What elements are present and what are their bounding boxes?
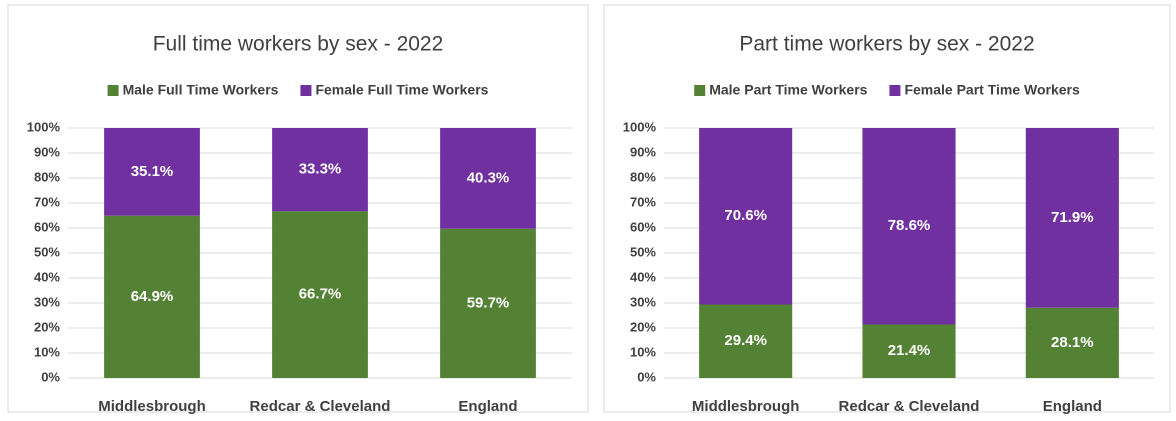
y-tick-label: 10% — [630, 344, 656, 359]
bar-segment — [440, 228, 536, 378]
legend-swatch — [107, 85, 119, 96]
data-label: 71.9% — [1051, 209, 1094, 226]
bar-segment — [1025, 307, 1119, 378]
bar-segment — [862, 128, 956, 325]
data-label: 70.6% — [724, 207, 767, 224]
y-tick-label: 50% — [630, 244, 656, 259]
chart-title: Full time workers by sex - 2022 — [153, 33, 444, 56]
y-tick-label: 60% — [630, 219, 656, 234]
data-label: 78.6% — [888, 217, 931, 234]
y-tick-label: 100% — [27, 119, 61, 134]
data-label: 21.4% — [888, 342, 931, 359]
bar-segment — [440, 128, 536, 229]
y-tick-label: 0% — [637, 369, 656, 384]
y-tick-label: 90% — [34, 144, 60, 159]
legend-swatch — [889, 85, 901, 96]
data-label: 29.4% — [724, 332, 767, 349]
bar-segment — [104, 215, 200, 378]
y-tick-label: 80% — [630, 169, 656, 184]
y-tick-label: 20% — [630, 319, 656, 334]
y-tick-label: 0% — [41, 369, 60, 384]
y-tick-label: 70% — [630, 194, 656, 209]
bar-segment — [1025, 128, 1119, 308]
bar-segment — [272, 128, 368, 212]
data-label: 64.9% — [131, 288, 174, 305]
x-tick-label: Redcar & Cleveland — [250, 398, 391, 415]
data-label: 28.1% — [1051, 334, 1094, 351]
legend-label: Female Part Time Workers — [904, 82, 1080, 98]
x-tick-label: Redcar & Cleveland — [839, 398, 980, 415]
legend-swatch — [694, 85, 706, 96]
data-label: 35.1% — [131, 163, 174, 180]
bar-segment — [862, 324, 956, 378]
data-label: 40.3% — [467, 169, 510, 186]
legend-swatch — [300, 85, 312, 96]
y-tick-label: 80% — [34, 169, 60, 184]
y-tick-label: 90% — [630, 144, 656, 159]
data-label: 59.7% — [467, 294, 510, 311]
y-tick-label: 30% — [34, 294, 60, 309]
legend-label: Female Full Time Workers — [315, 82, 488, 98]
y-tick-label: 60% — [34, 219, 60, 234]
y-tick-label: 20% — [34, 319, 60, 334]
bar-segment — [699, 128, 793, 305]
y-tick-label: 40% — [34, 269, 60, 284]
legend-label: Male Part Time Workers — [709, 82, 867, 98]
y-tick-label: 70% — [34, 194, 60, 209]
legend-label: Male Full Time Workers — [123, 82, 279, 98]
bar-segment — [272, 211, 368, 378]
chart-title: Part time workers by sex - 2022 — [739, 33, 1034, 56]
x-tick-label: England — [458, 398, 517, 415]
y-tick-label: 10% — [34, 344, 60, 359]
y-tick-label: 50% — [34, 244, 60, 259]
y-tick-label: 100% — [623, 119, 657, 134]
x-tick-label: Middlesbrough — [98, 398, 206, 415]
bar-segment — [104, 128, 200, 216]
y-tick-label: 30% — [630, 294, 656, 309]
y-tick-label: 40% — [630, 269, 656, 284]
data-label: 66.7% — [299, 286, 342, 303]
x-tick-label: Middlesbrough — [692, 398, 800, 415]
x-tick-label: England — [1043, 398, 1102, 415]
bar-segment — [699, 304, 793, 378]
data-label: 33.3% — [299, 161, 342, 178]
